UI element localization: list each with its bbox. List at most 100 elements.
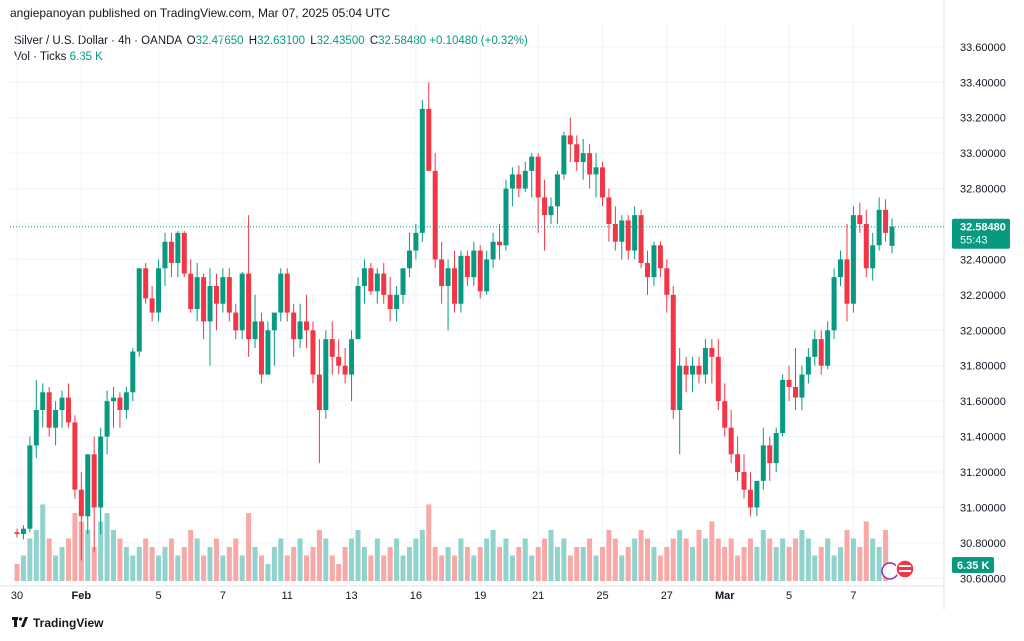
us-flag-event-icon[interactable] — [895, 559, 915, 579]
candle-body — [458, 255, 464, 304]
volume-bar — [104, 513, 110, 581]
volume-bar — [413, 538, 419, 581]
candle-body — [741, 472, 747, 490]
volume-bar — [792, 538, 798, 581]
candle-body — [818, 339, 824, 366]
close-value: 32.58480 — [378, 35, 427, 47]
volume-bar — [612, 538, 618, 581]
candle-body — [201, 277, 207, 322]
candle-body — [619, 220, 625, 242]
time-tick-label: 7 — [850, 590, 856, 602]
volume-bar — [194, 538, 200, 581]
candle-body — [207, 286, 213, 322]
volume-bar — [394, 538, 400, 581]
candle-body — [664, 268, 670, 295]
volume-bar — [181, 547, 187, 581]
candle-body — [702, 348, 708, 375]
candle-body — [490, 241, 496, 260]
volume-bar — [98, 521, 104, 581]
candle-body — [696, 365, 702, 375]
candle-body — [419, 108, 425, 233]
low-value: 32.43500 — [316, 35, 365, 47]
volume-bar — [484, 538, 490, 581]
price-tick-label: 31.00000 — [960, 502, 1006, 514]
candle-body — [194, 277, 200, 310]
volume-bar — [664, 547, 670, 581]
close-label: C — [369, 35, 379, 47]
candle-body — [670, 294, 676, 410]
candle-body — [773, 433, 779, 464]
volume-bar — [503, 538, 509, 581]
volume-bar — [117, 538, 123, 581]
candle-body — [72, 422, 78, 490]
candle-body — [432, 170, 438, 260]
volume-bar — [136, 547, 142, 581]
volume-bars — [14, 504, 889, 581]
price-axis[interactable]: 33.60000 33.40000 33.20000 33.00000 32.80000… — [960, 42, 1006, 585]
event-icons[interactable] — [881, 559, 915, 580]
volume-bar — [46, 538, 52, 581]
candle-body — [271, 312, 277, 331]
volume-bar — [258, 555, 264, 581]
candle-body — [812, 339, 818, 357]
publisher-line: angiepanoyan published on TradingView.co… — [10, 6, 391, 20]
candle-body — [883, 209, 889, 233]
candle-body — [355, 286, 361, 340]
volume-bar — [33, 530, 39, 581]
time-tick-label: 7 — [220, 590, 226, 602]
volume-bar — [747, 538, 753, 581]
candle-body — [471, 250, 477, 278]
candle-body — [220, 277, 226, 304]
candle-body — [690, 365, 696, 375]
volume-bar — [645, 538, 651, 581]
candle-body — [297, 321, 303, 340]
volume-bar — [799, 530, 805, 581]
volume-bar — [452, 555, 457, 581]
candle-body — [27, 445, 33, 529]
candle-body — [188, 273, 194, 310]
candle-body — [130, 351, 136, 393]
volume-bar — [593, 555, 599, 581]
volume-bar — [863, 521, 869, 581]
candle-body — [477, 250, 483, 292]
price-tick-label: 30.60000 — [960, 573, 1006, 585]
volume-bar — [850, 538, 856, 581]
candle-body — [136, 268, 142, 352]
candle-body — [857, 215, 863, 224]
candle-body — [522, 170, 528, 189]
volume-bar — [606, 530, 612, 581]
volume-bar — [844, 530, 850, 581]
volume-bar — [554, 547, 560, 581]
volume-bar — [72, 513, 78, 581]
candle-body — [561, 135, 567, 175]
candle-body — [400, 268, 406, 295]
candle-body — [632, 215, 638, 251]
candle-body — [291, 312, 297, 340]
volume-bar — [252, 547, 258, 581]
tradingview-footer[interactable]: TradingView — [12, 616, 103, 630]
candle-body — [111, 397, 117, 402]
chart-legend: Silver / U.S. Dollar · 4h · OANDA O32.47… — [14, 33, 528, 65]
symbol-label[interactable]: Silver / U.S. Dollar · 4h · OANDA — [14, 35, 182, 47]
volume-bar — [265, 564, 271, 581]
volume-bar — [709, 521, 715, 581]
low-label: L — [310, 35, 317, 47]
volume-bar — [361, 547, 367, 581]
candle-body — [374, 273, 380, 292]
candle-body — [760, 445, 766, 481]
volume-bar — [239, 555, 245, 581]
volume-bar — [735, 555, 741, 581]
candle-body — [805, 356, 811, 375]
volume-label[interactable]: Vol · Ticks — [14, 51, 67, 63]
volume-bar — [529, 555, 535, 581]
time-axis[interactable]: 30 Feb 5 7 11 13 16 19 21 25 27 Mar 5 7 — [11, 590, 857, 602]
price-tick-label: 30.80000 — [960, 538, 1006, 550]
candlesticks — [14, 82, 895, 561]
volume-bar — [220, 555, 226, 581]
volume-value: 6.35 K — [69, 51, 103, 63]
candle-body — [181, 232, 187, 274]
volume-bar — [291, 547, 297, 581]
volume-bar — [162, 547, 168, 581]
